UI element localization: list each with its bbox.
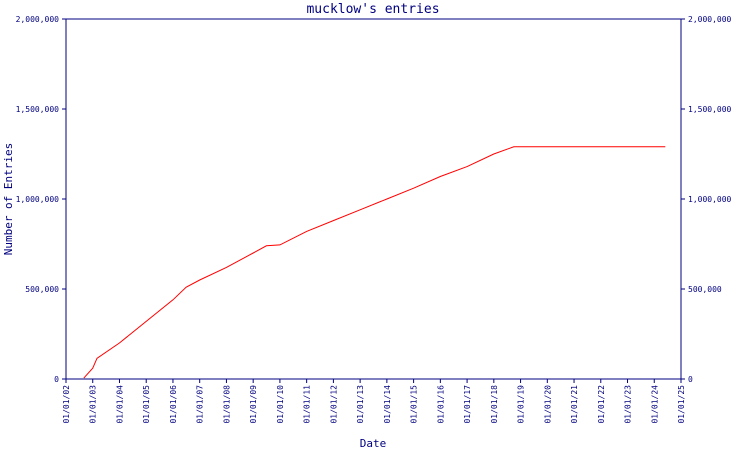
x-tick-label: 01/01/18 bbox=[490, 385, 499, 424]
y-tick-label-right: 0 bbox=[688, 375, 693, 384]
x-tick-label: 01/01/13 bbox=[356, 385, 365, 424]
x-tick-label: 01/01/20 bbox=[543, 385, 552, 424]
x-tick-label: 01/01/15 bbox=[410, 385, 419, 424]
y-tick-label-left: 0 bbox=[54, 375, 59, 384]
y-tick-label-left: 1,000,000 bbox=[16, 195, 60, 204]
x-tick-label: 01/01/14 bbox=[383, 385, 392, 424]
y-tick-label-left: 1,500,000 bbox=[16, 105, 60, 114]
x-tick-label: 01/01/17 bbox=[463, 385, 472, 424]
y-axis-label: Number of Entries bbox=[2, 143, 15, 256]
x-tick-label: 01/01/02 bbox=[62, 385, 71, 424]
x-tick-label: 01/01/03 bbox=[89, 385, 98, 424]
series-line bbox=[83, 146, 666, 379]
x-tick-label: 01/01/24 bbox=[650, 385, 659, 424]
x-tick-label: 01/01/08 bbox=[222, 385, 231, 424]
y-axis-right: 0 500,000 1,000,000 1,500,000 2,000,000 bbox=[681, 15, 732, 384]
y-tick-label-left: 500,000 bbox=[25, 285, 59, 294]
y-tick-label-left: 2,000,000 bbox=[16, 15, 60, 24]
x-tick-label: 01/01/05 bbox=[142, 385, 151, 424]
y-tick-label-right: 1,000,000 bbox=[688, 195, 732, 204]
x-axis: 01/01/02 01/01/03 01/01/04 01/01/05 01/01/06… bbox=[62, 379, 686, 424]
x-tick-label: 01/01/25 bbox=[677, 385, 686, 424]
x-tick-label: 01/01/06 bbox=[169, 385, 178, 424]
plot-frame bbox=[65, 18, 682, 380]
x-tick-label: 01/01/23 bbox=[624, 385, 633, 424]
x-axis-label: Date bbox=[360, 437, 387, 450]
y-tick-label-right: 1,500,000 bbox=[688, 105, 732, 114]
x-tick-label: 01/01/10 bbox=[276, 385, 285, 424]
x-tick-label: 01/01/11 bbox=[303, 385, 312, 424]
y-tick-label-right: 2,000,000 bbox=[688, 15, 732, 24]
x-tick-label: 01/01/16 bbox=[436, 385, 445, 424]
chart-title: mucklow's entries bbox=[306, 2, 439, 17]
y-tick-label-right: 500,000 bbox=[688, 285, 722, 294]
x-tick-label: 01/01/12 bbox=[329, 385, 338, 424]
x-tick-label: 01/01/09 bbox=[249, 385, 258, 424]
y-axis-left: 0 500,000 1,000,000 1,500,000 2,000,000 bbox=[16, 15, 66, 384]
x-tick-label: 01/01/22 bbox=[597, 385, 606, 424]
x-tick-label: 01/01/19 bbox=[517, 385, 526, 424]
x-tick-label: 01/01/04 bbox=[115, 385, 124, 424]
x-tick-label: 01/01/21 bbox=[570, 385, 579, 424]
x-tick-label: 01/01/07 bbox=[196, 385, 205, 424]
